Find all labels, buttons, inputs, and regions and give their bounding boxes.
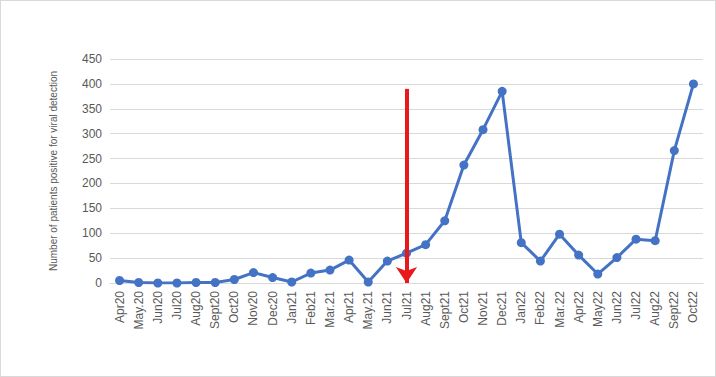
svg-text:Jan22: Jan22 (514, 291, 528, 324)
svg-text:May.20: May.20 (132, 291, 146, 330)
svg-text:Jun22: Jun22 (610, 291, 624, 324)
svg-text:Nov20: Nov20 (246, 291, 260, 326)
svg-text:May22: May22 (591, 291, 605, 327)
svg-text:350: 350 (82, 102, 102, 116)
svg-text:Apr21: Apr21 (342, 291, 356, 323)
svg-text:Apr20: Apr20 (113, 291, 127, 323)
svg-text:Mar.21: Mar.21 (323, 291, 337, 328)
svg-text:Number of patients positive fo: Number of patients positive for viral de… (48, 71, 59, 271)
svg-text:Jun20: Jun20 (151, 291, 165, 324)
svg-text:Oct21: Oct21 (457, 291, 471, 323)
svg-text:Feb22: Feb22 (533, 291, 547, 325)
svg-text:Dec21: Dec21 (495, 291, 509, 326)
svg-text:Jul20: Jul20 (170, 291, 184, 320)
svg-text:May.21: May.21 (361, 291, 375, 330)
svg-text:Jul22: Jul22 (629, 291, 643, 320)
svg-text:Jun21: Jun21 (380, 291, 394, 324)
svg-text:Aug20: Aug20 (189, 291, 203, 326)
svg-text:Mar.22: Mar.22 (553, 291, 567, 328)
svg-text:250: 250 (82, 152, 102, 166)
svg-text:Sept22: Sept22 (667, 291, 681, 329)
svg-text:300: 300 (82, 127, 102, 141)
svg-text:400: 400 (82, 77, 102, 91)
svg-text:150: 150 (82, 201, 102, 215)
svg-text:Oct20: Oct20 (227, 291, 241, 323)
svg-text:Sept21: Sept21 (438, 291, 452, 329)
svg-text:Nov21: Nov21 (476, 291, 490, 326)
svg-text:Oct22: Oct22 (686, 291, 700, 323)
svg-text:Sept20: Sept20 (208, 291, 222, 329)
svg-text:0: 0 (95, 276, 102, 290)
svg-text:Aug21: Aug21 (419, 291, 433, 326)
svg-text:100: 100 (82, 226, 102, 240)
svg-text:Jan21: Jan21 (285, 291, 299, 324)
svg-text:200: 200 (82, 176, 102, 190)
svg-text:Aug22: Aug22 (648, 291, 662, 326)
svg-text:Feb21: Feb21 (304, 291, 318, 325)
svg-text:50: 50 (89, 251, 103, 265)
svg-text:450: 450 (82, 52, 102, 66)
svg-text:Jul21: Jul21 (400, 291, 414, 320)
svg-text:Apr22: Apr22 (572, 291, 586, 323)
svg-text:Dec20: Dec20 (266, 291, 280, 326)
